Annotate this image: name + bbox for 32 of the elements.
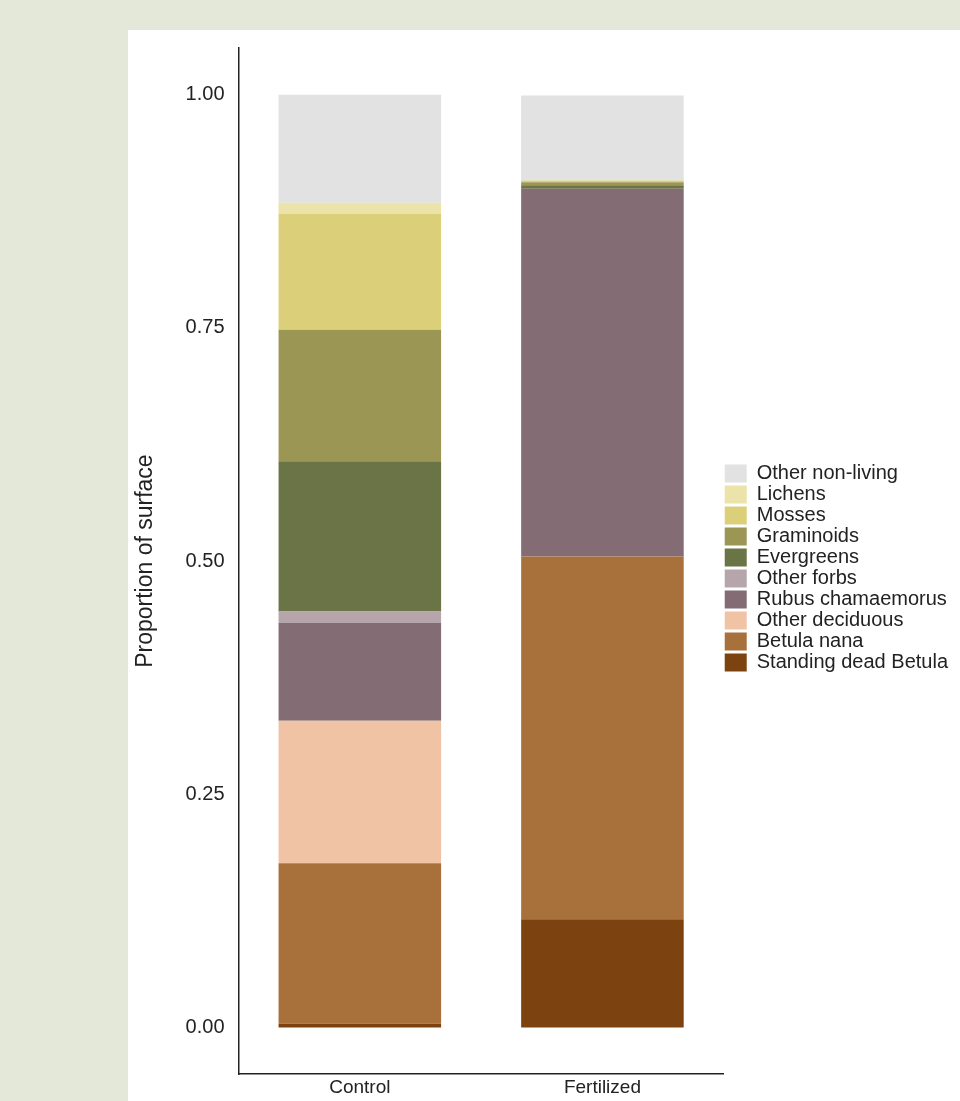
y-tick-label: 0.25 [185, 781, 225, 804]
legend-label: Other forbs [756, 566, 857, 589]
bar [521, 188, 684, 557]
legend-label: Graminoids [756, 524, 859, 547]
y-tick-label: 0.50 [185, 548, 225, 571]
legend-label: Other deciduous [756, 608, 904, 631]
legend-label: Rubus chamaemorus [756, 587, 947, 610]
y-tick-label: 0.00 [185, 1015, 225, 1038]
x-tick-label: Control [329, 1075, 391, 1097]
bar [521, 919, 684, 1028]
legend-label: Standing dead Betula [756, 650, 949, 673]
bar [278, 329, 442, 462]
bar [278, 214, 442, 330]
bar [278, 611, 442, 623]
legend-label: Betula nana [756, 629, 865, 652]
bar [278, 461, 442, 612]
bar [278, 863, 442, 1024]
bar [278, 622, 442, 721]
y-axis-title: Proportion of surface [131, 454, 158, 668]
x-tick-label: Fertilized [563, 1075, 641, 1097]
bar [278, 94, 442, 203]
legend-label: Lichens [756, 482, 826, 505]
legend-label: Evergreens [756, 545, 860, 568]
legend-label: Mosses [756, 503, 826, 526]
bar [278, 720, 442, 864]
bar [521, 556, 684, 920]
bar [521, 95, 684, 181]
y-tick-label: 0.75 [185, 315, 225, 338]
legend-label: Other non-living [756, 461, 898, 484]
bar [278, 202, 442, 215]
y-tick-label: 1.00 [185, 82, 225, 105]
bar [278, 1023, 442, 1028]
